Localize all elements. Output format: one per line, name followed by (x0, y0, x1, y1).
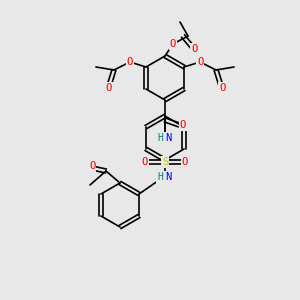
Text: O: O (197, 57, 203, 67)
Text: O: O (170, 39, 176, 49)
Text: H: H (157, 133, 163, 143)
Text: N: N (165, 133, 171, 143)
Text: O: O (142, 157, 148, 167)
Text: O: O (127, 57, 133, 67)
Text: O: O (180, 120, 186, 130)
Text: H: H (157, 172, 163, 182)
Text: O: O (106, 83, 112, 93)
Text: O: O (191, 44, 197, 54)
Text: O: O (182, 157, 188, 167)
Text: S: S (162, 157, 168, 167)
Text: O: O (219, 83, 225, 93)
Text: O: O (89, 161, 95, 171)
Text: N: N (165, 172, 171, 182)
